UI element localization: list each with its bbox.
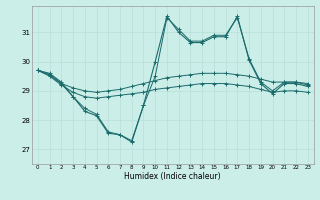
X-axis label: Humidex (Indice chaleur): Humidex (Indice chaleur)	[124, 172, 221, 181]
